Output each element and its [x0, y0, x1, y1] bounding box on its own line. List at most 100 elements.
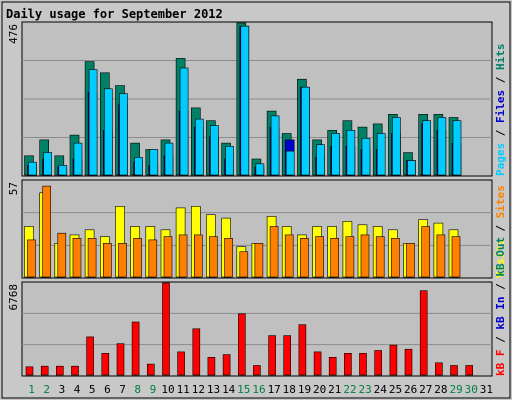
day-label: 8 — [134, 383, 141, 396]
day-labels: 1 2 3 4 5 6 7 8 9 10 11 12 13 14 15 16 17 18 19 20 21 22 23 24 2… — [28, 383, 493, 396]
bar-sites — [57, 232, 67, 278]
bar-pages — [119, 93, 128, 176]
bar-sites — [42, 185, 52, 278]
day-label: 4 — [74, 383, 81, 396]
day-label: 27 — [419, 383, 432, 396]
bar-pages — [164, 142, 174, 176]
day-label: 19 — [298, 383, 311, 396]
bar-pages — [392, 117, 401, 176]
bar-kb-f — [207, 356, 216, 376]
bar-pages — [58, 165, 68, 176]
bar-sites — [87, 238, 97, 278]
panel-hits-files-pages: 476 Pages / Files / Hits — [7, 21, 507, 177]
bar-kb-f — [147, 363, 155, 376]
bar-pages — [452, 120, 462, 176]
bar-kb-f — [177, 351, 185, 376]
bar-kb-f — [359, 352, 367, 376]
bar-pages — [88, 69, 98, 176]
bar-pages — [346, 130, 356, 176]
legend-entry: Sites — [494, 185, 507, 218]
bar-sites — [194, 234, 203, 278]
day-label: 14 — [222, 383, 236, 396]
bar-pages — [376, 133, 386, 176]
legend-visits-sites: Visits / Sites — [494, 185, 507, 278]
bar-kb-f — [131, 321, 140, 376]
bar-sites — [269, 226, 279, 278]
day-label: 29 — [449, 383, 462, 396]
bar-sites — [103, 243, 112, 278]
bar-kb-f — [450, 365, 458, 376]
bar-sites — [118, 243, 127, 278]
day-label: 10 — [161, 383, 174, 396]
day-label: 9 — [150, 383, 157, 396]
bar-pages — [316, 144, 325, 176]
bar-pages — [331, 133, 341, 176]
legend-entry: Files — [494, 90, 507, 123]
day-label: 15 — [237, 383, 250, 396]
bar-sites — [300, 238, 309, 278]
bar-sites — [360, 234, 370, 278]
bar-sites — [72, 238, 82, 278]
day-label: 7 — [119, 383, 126, 396]
bar-kb-f — [55, 365, 64, 376]
bar-kb-f — [116, 343, 125, 376]
legend-entry: / — [494, 218, 507, 238]
panel-kb: 6768 kB F / kB In / kB Out — [7, 237, 507, 377]
bar-kb-f — [162, 282, 170, 376]
bars-hits-files-pages — [24, 22, 462, 176]
day-label: 24 — [374, 383, 388, 396]
bar-kb-f — [298, 324, 307, 376]
bar-pages — [179, 67, 189, 176]
bar-kb-f — [283, 335, 292, 376]
bar-sites — [239, 251, 249, 278]
bar-pages — [43, 152, 53, 176]
legend-kb: kB F / kB In / kB Out — [494, 237, 507, 376]
ymax-label: 6768 — [7, 284, 20, 311]
panel-visits-sites: 57 Visits / Sites — [7, 179, 507, 279]
day-label: 28 — [434, 383, 447, 396]
bar-pages — [240, 25, 250, 176]
bar-sites — [178, 234, 188, 278]
day-label: 17 — [268, 383, 281, 396]
bar-sites — [391, 238, 400, 278]
day-label: 1 — [28, 383, 35, 396]
bar-pages — [361, 138, 371, 176]
bar-kb-f — [86, 336, 94, 376]
bar-pages — [437, 117, 447, 176]
legend-entry: / — [494, 123, 507, 143]
legend-entry: Pages — [494, 143, 507, 176]
bar-sites — [330, 238, 340, 278]
legend-entry: / — [494, 70, 507, 90]
bar-pages — [301, 86, 310, 176]
day-label: 3 — [59, 383, 66, 396]
bar-pages — [255, 163, 265, 176]
legend-entry: / — [494, 277, 507, 297]
panel-background — [21, 281, 493, 377]
legend-entry: kB Out — [494, 237, 507, 277]
day-label: 11 — [177, 383, 190, 396]
bar-kb-f — [25, 366, 34, 376]
bars-visits-sites — [24, 185, 461, 278]
bar-pages — [134, 157, 143, 176]
day-label: 25 — [389, 383, 402, 396]
bar-kb-f — [222, 354, 231, 376]
bar-pages — [210, 125, 219, 176]
bar-kb-f — [328, 356, 337, 376]
bar-sites — [451, 236, 461, 278]
day-label: 16 — [252, 383, 265, 396]
day-label: 13 — [207, 383, 220, 396]
bar-sites — [375, 236, 385, 278]
day-label: 23 — [358, 383, 371, 396]
ymax-label: 57 — [7, 182, 20, 195]
bar-sites — [133, 238, 142, 278]
ymax-label: 476 — [7, 24, 20, 44]
legend-hits-files-pages: Pages / Files / Hits — [494, 44, 507, 177]
bar-kb-f — [101, 352, 110, 376]
bar-kb-f — [268, 335, 276, 376]
bar-sites — [421, 226, 431, 278]
bar-pages — [422, 120, 432, 176]
bar-pages — [195, 118, 204, 176]
